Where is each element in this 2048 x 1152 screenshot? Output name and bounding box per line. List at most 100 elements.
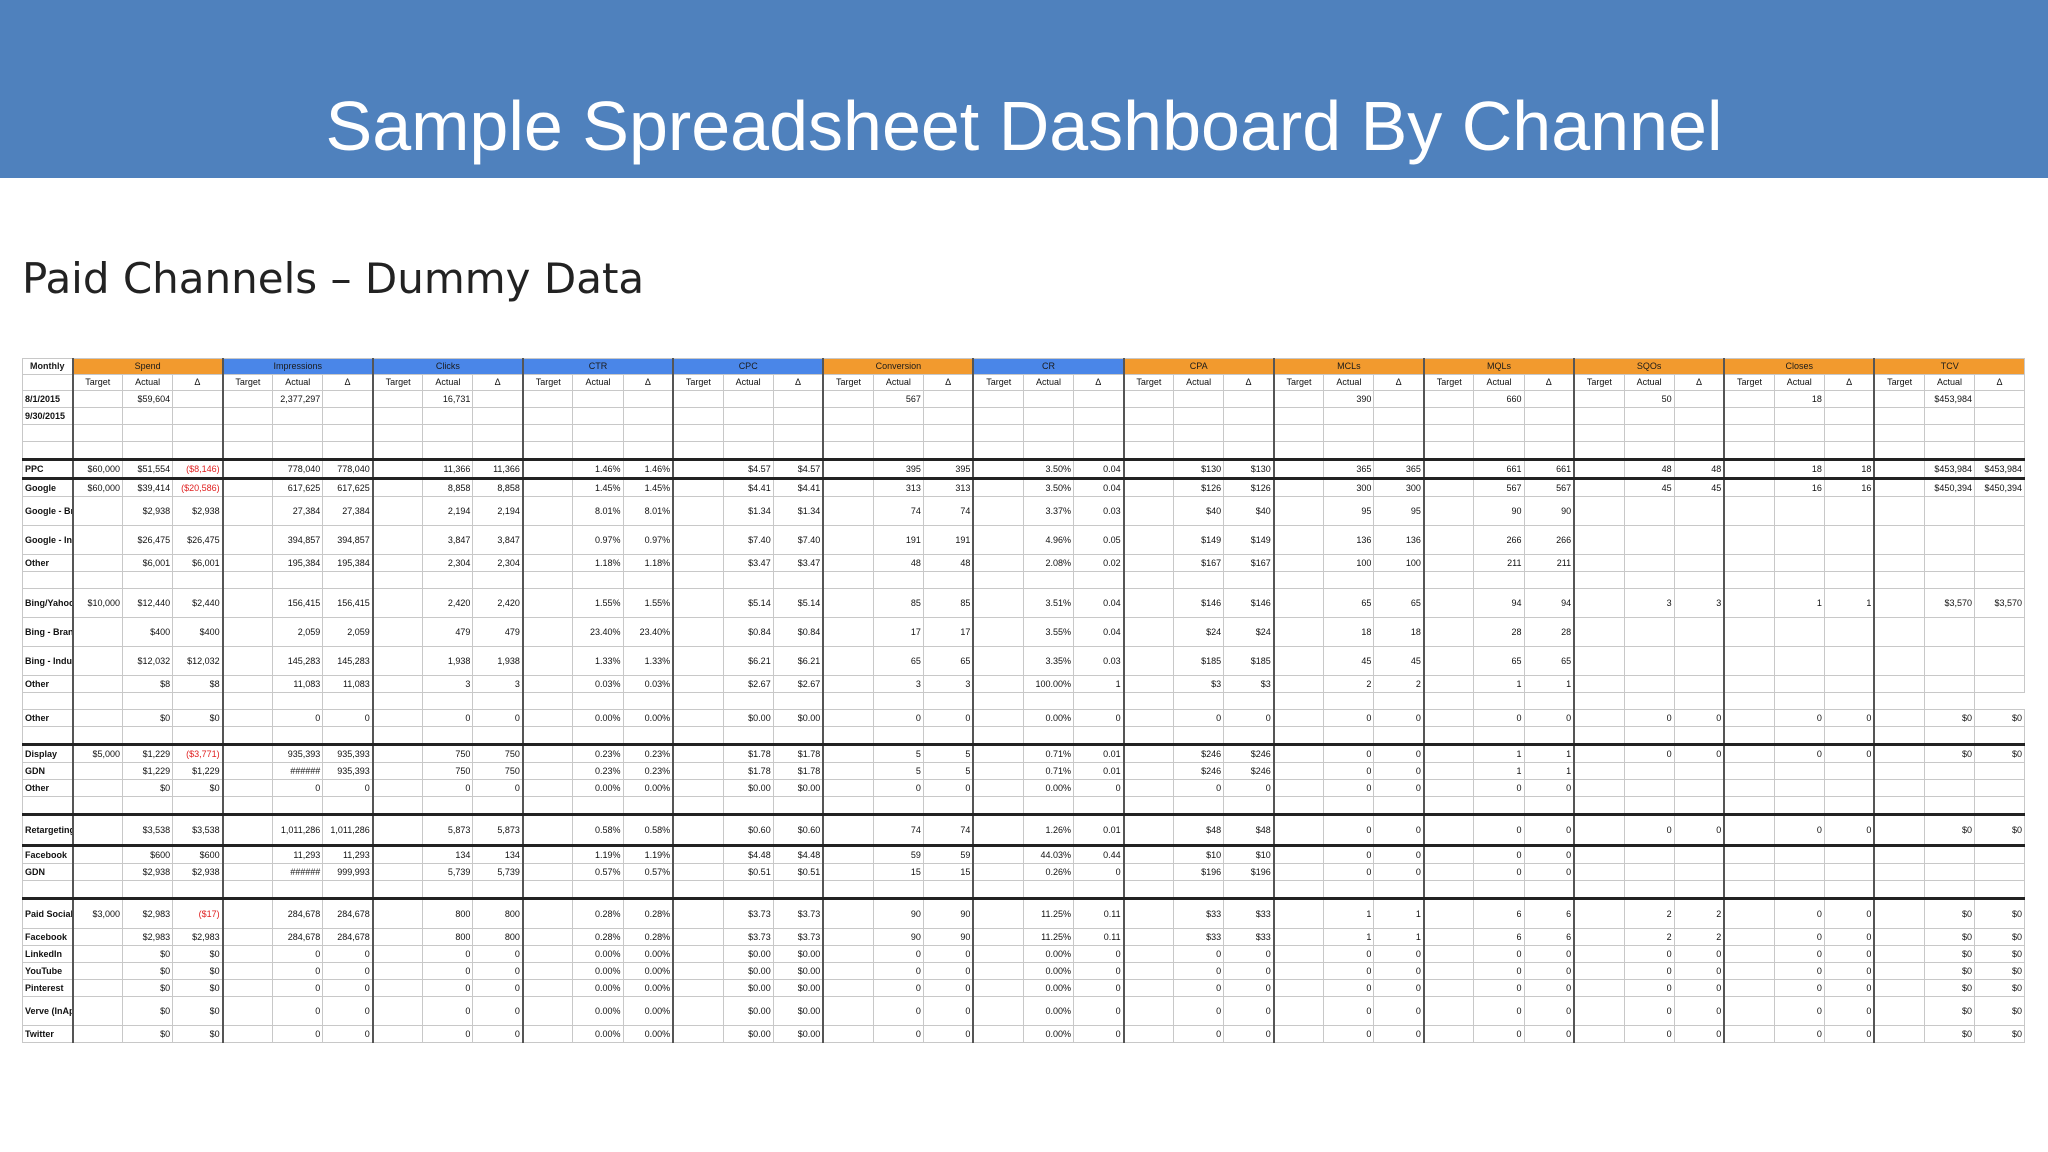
table-cell: $0 [172, 1025, 224, 1043]
table-cell [371, 588, 424, 618]
table-cell [1623, 779, 1675, 797]
table-cell: 50 [1623, 390, 1675, 408]
table-cell [1422, 779, 1475, 797]
table-cell: 95 [1323, 496, 1375, 526]
table-cell: $2,983 [122, 928, 174, 946]
table-cell [1623, 407, 1675, 425]
table-cell [71, 646, 124, 676]
table-cell: 660 [1473, 390, 1525, 408]
table-cell: 0 [1523, 844, 1575, 864]
table-cell [972, 863, 1024, 881]
table-cell: 0 [1373, 762, 1425, 780]
table-cell: $5.14 [722, 588, 774, 618]
table-cell [71, 945, 124, 963]
table-cell [672, 646, 724, 676]
table-cell: 3.55% [1022, 617, 1075, 647]
table-cell [122, 441, 174, 460]
table-cell [1122, 692, 1175, 710]
table-cell [1773, 617, 1825, 647]
table-cell: 94 [1523, 588, 1575, 618]
table-cell: $149 [1223, 525, 1275, 555]
table-cell: 0 [1323, 945, 1375, 963]
table-cell [1523, 407, 1575, 425]
table-cell: $33 [1173, 897, 1225, 929]
table-cell [71, 844, 124, 864]
table-cell: 0.00% [622, 945, 674, 963]
table-cell [1873, 945, 1925, 963]
table-cell [572, 880, 624, 899]
table-cell [221, 880, 274, 899]
table-cell [672, 897, 724, 929]
table-cell [71, 390, 124, 408]
table-cell [572, 692, 624, 710]
table-cell [71, 407, 124, 425]
table-cell: $0.84 [722, 617, 774, 647]
table-cell: 0 [472, 1025, 524, 1043]
table-cell [1073, 571, 1125, 589]
table-cell [371, 424, 424, 442]
table-cell [1272, 743, 1325, 763]
table-cell [1373, 390, 1425, 408]
table-cell [672, 441, 724, 460]
table-cell: 0 [922, 1025, 974, 1043]
table-cell [1022, 441, 1075, 460]
table-cell: $0.51 [772, 863, 824, 881]
table-cell [71, 813, 124, 846]
table-cell: 27,384 [272, 496, 324, 526]
table-cell: 0 [1623, 962, 1675, 980]
table-cell [772, 571, 824, 589]
table-cell [1223, 407, 1275, 425]
table-cell [1022, 390, 1075, 408]
table-cell: 0.00% [572, 945, 624, 963]
table-cell: 11,083 [272, 675, 324, 693]
subheader-cell: Target [1422, 374, 1475, 391]
table-cell: 1 [1473, 743, 1525, 763]
table-cell [1673, 726, 1725, 745]
table-cell [1573, 571, 1625, 589]
row-label: Pinterest [22, 979, 73, 997]
table-cell: $0 [1923, 897, 1975, 929]
table-cell [1173, 407, 1225, 425]
table-cell: $48 [1223, 813, 1275, 846]
table-cell: 395 [872, 458, 924, 479]
table-cell [1723, 1025, 1775, 1043]
table-cell [71, 762, 124, 780]
table-cell: 100.00% [1022, 675, 1075, 693]
table-cell: 0 [1623, 945, 1675, 963]
table-cell [1923, 692, 1975, 710]
table-cell [822, 779, 874, 797]
table-cell [1623, 863, 1675, 881]
channel-row: Facebook $600 $600 11,293 11,293 134 134 1.19% 1… [22, 844, 2026, 864]
table-cell [221, 617, 274, 647]
table-cell [521, 726, 574, 745]
table-cell [1122, 762, 1175, 780]
table-cell [672, 709, 724, 727]
table-cell: 0.03% [622, 675, 674, 693]
table-cell: 11,293 [272, 844, 324, 864]
table-cell: 3 [872, 675, 924, 693]
table-cell: 0 [1773, 962, 1825, 980]
table-cell: 1 [1523, 675, 1575, 693]
table-cell: $1.78 [772, 743, 824, 763]
table-cell: 11,083 [322, 675, 374, 693]
table-cell [1573, 863, 1625, 881]
table-cell: $0.60 [722, 813, 774, 846]
table-cell [1323, 796, 1375, 815]
table-cell [822, 996, 874, 1026]
table-cell [1673, 844, 1725, 864]
row-label: LinkedIn [22, 945, 73, 963]
table-cell [1573, 554, 1625, 572]
table-cell [972, 779, 1024, 797]
table-cell [1223, 424, 1275, 442]
row-label [22, 692, 73, 710]
table-cell [371, 743, 424, 763]
group-header-impressions: Impressions [221, 358, 374, 375]
table-cell [1823, 525, 1875, 555]
table-cell [722, 424, 774, 442]
table-cell [521, 880, 574, 899]
table-cell [1422, 441, 1475, 460]
table-cell: 1,938 [472, 646, 524, 676]
table-cell [772, 726, 824, 745]
table-cell: 0.00% [622, 709, 674, 727]
